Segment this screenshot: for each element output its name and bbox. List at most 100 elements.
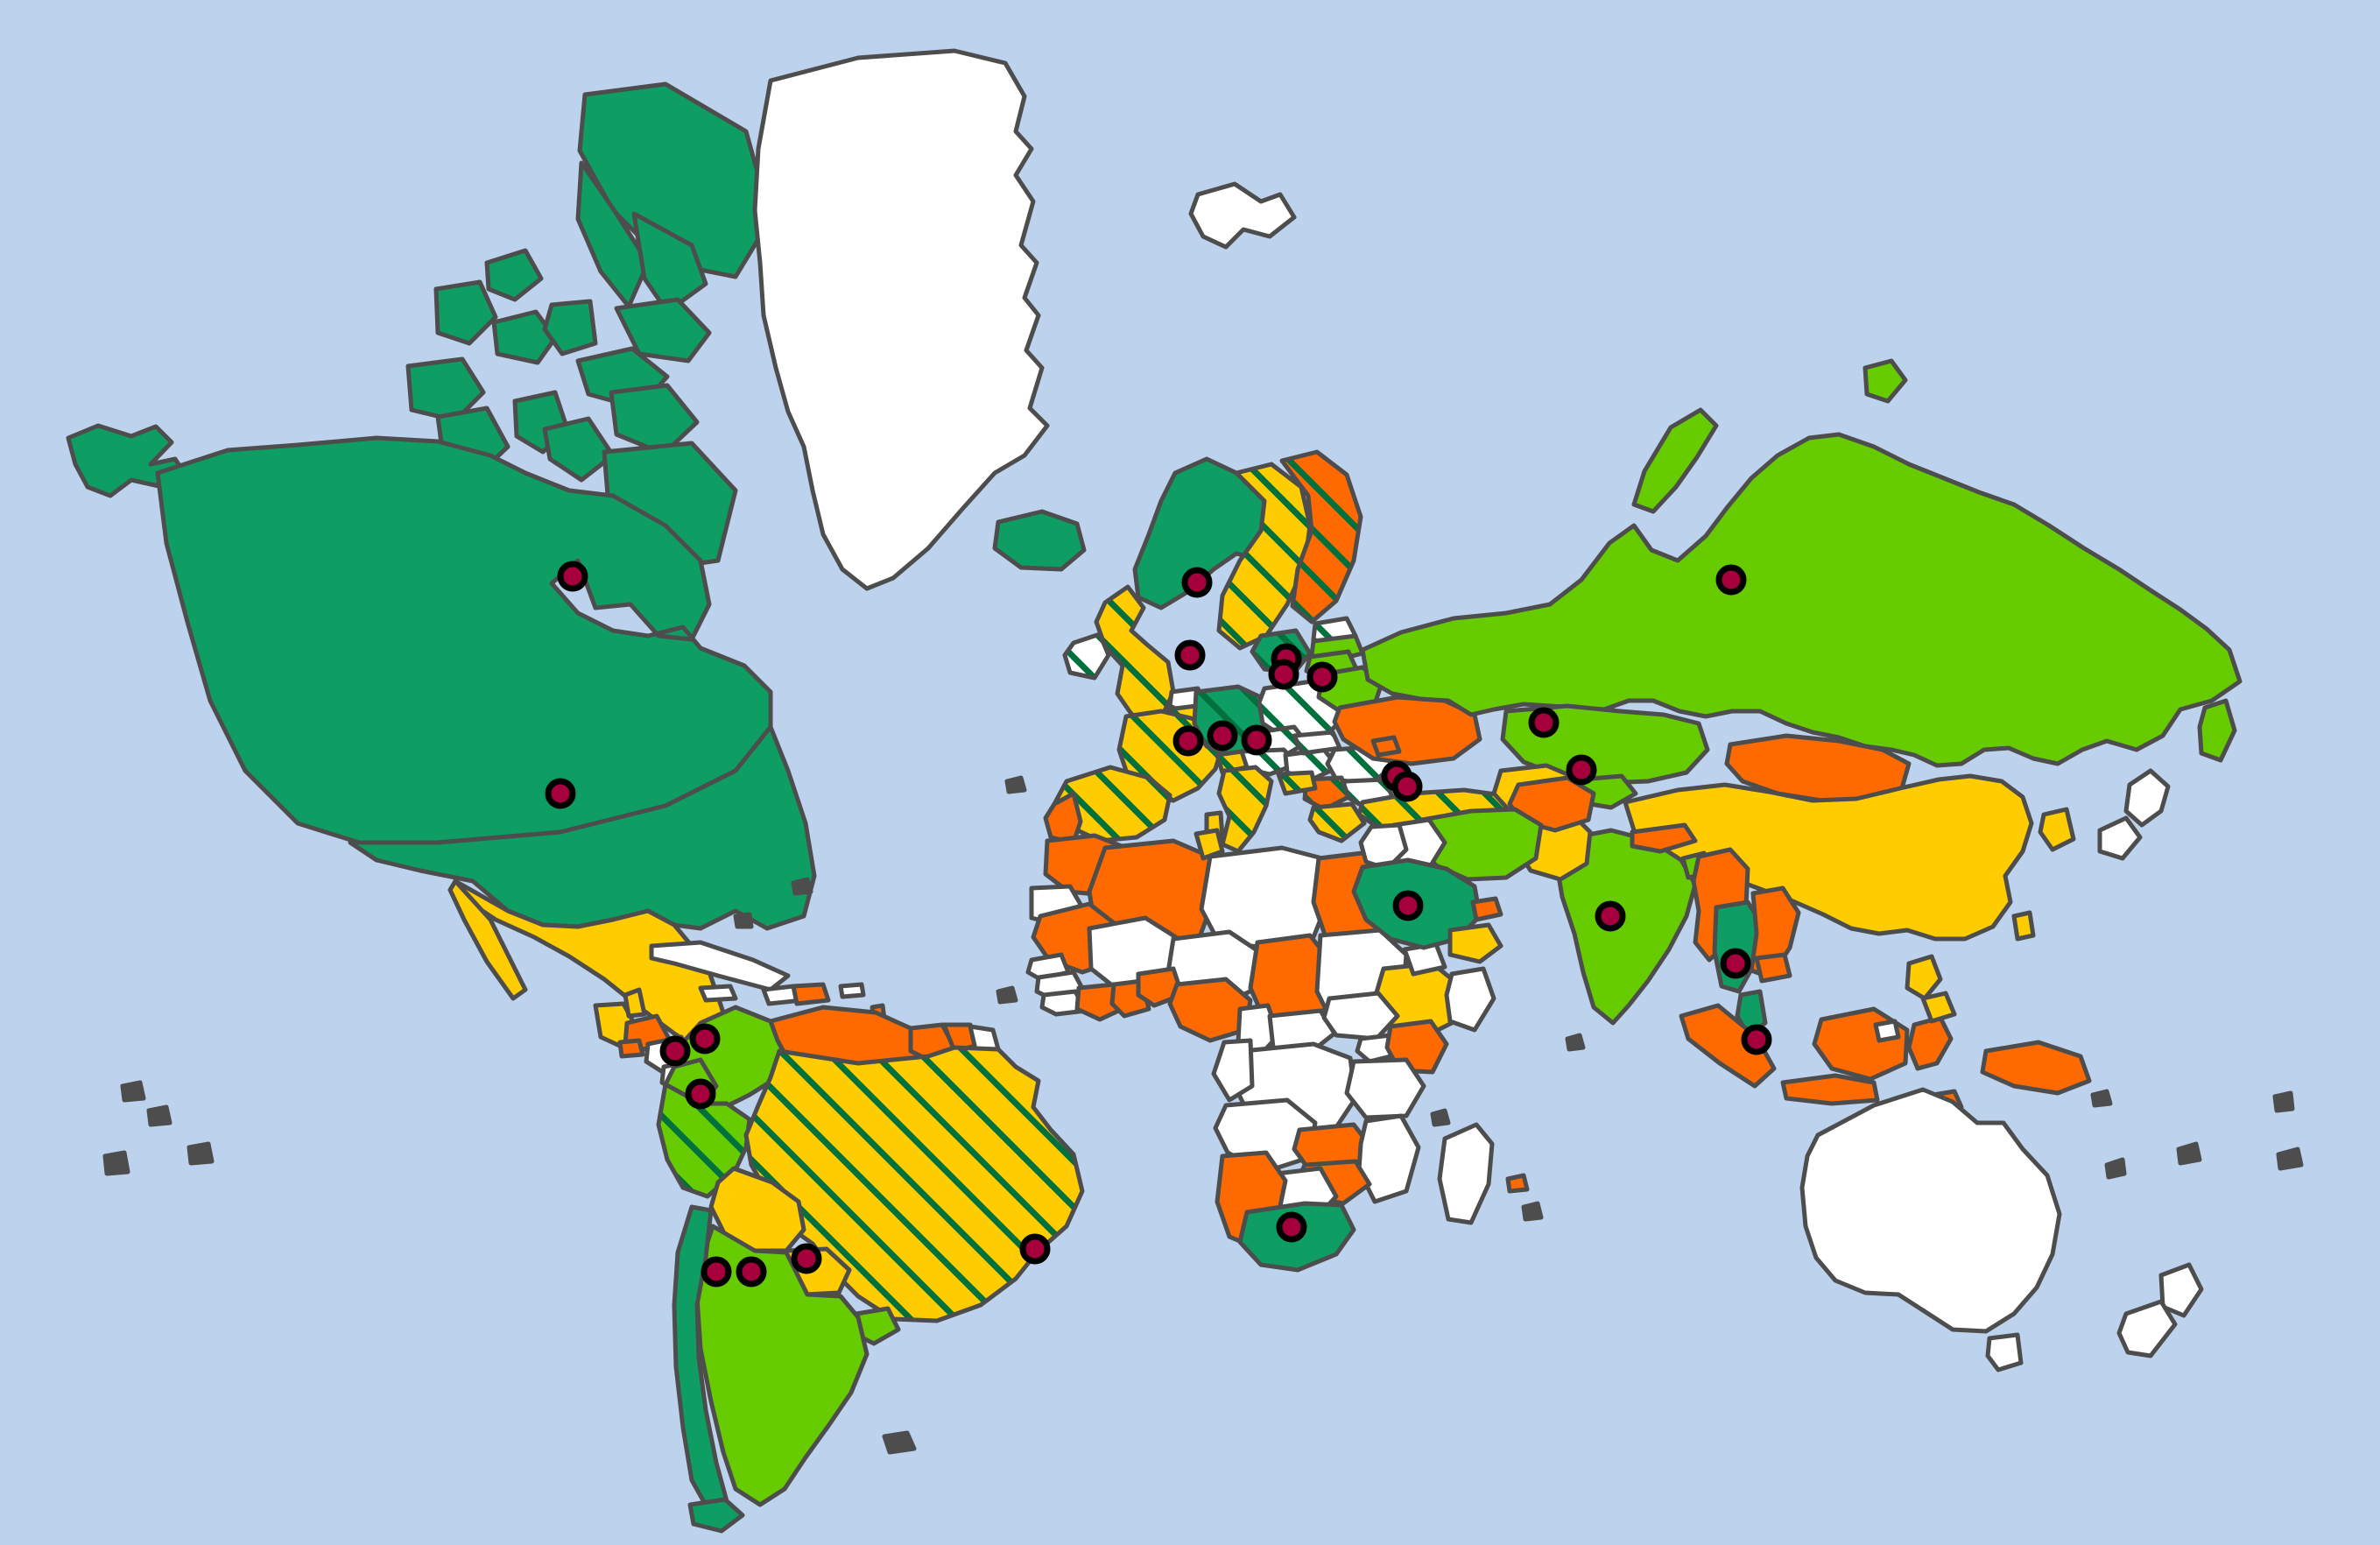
island-pacific-1[interactable] — [2093, 1091, 2110, 1105]
island-pacific-2[interactable] — [2107, 1160, 2124, 1177]
island-pacific-4[interactable] — [2278, 1149, 2301, 1168]
marker-brazil-south[interactable] — [791, 1243, 822, 1274]
marker-poland[interactable] — [1306, 661, 1338, 693]
island-arctic-14[interactable] — [611, 385, 697, 454]
country-philippines[interactable] — [1907, 956, 1940, 998]
marker-chile[interactable] — [701, 1256, 732, 1288]
island-falklands[interactable] — [884, 1433, 914, 1452]
island-arctic-3[interactable] — [634, 214, 706, 312]
island-sakhalin[interactable] — [2200, 701, 2235, 760]
island-arctic-13[interactable] — [545, 419, 613, 480]
marker-sweden[interactable] — [1268, 659, 1299, 690]
country-indonesia-sumatra[interactable] — [1681, 1005, 1774, 1086]
country-korea[interactable] — [2040, 809, 2074, 850]
island-arctic-4[interactable] — [616, 300, 709, 361]
country-greece[interactable] — [1310, 804, 1364, 841]
country-finland[interactable] — [1282, 452, 1361, 622]
country-sierra-leone-liberia[interactable] — [1042, 991, 1086, 1014]
island-mauritius[interactable] — [1508, 1175, 1527, 1191]
marker-united-states[interactable] — [545, 778, 576, 809]
country-australia[interactable] — [1802, 1090, 2060, 1331]
marker-thailand[interactable] — [1720, 948, 1751, 979]
country-brunei[interactable] — [1876, 1021, 1898, 1041]
country-papua-new-guinea[interactable] — [1982, 1042, 2089, 1093]
country-nigeria[interactable] — [1170, 979, 1250, 1041]
marker-austria[interactable] — [1241, 724, 1272, 756]
country-yemen-oman[interactable] — [1450, 925, 1501, 962]
island-arctic-6[interactable] — [436, 282, 496, 343]
island-cape-verde[interactable] — [998, 988, 1016, 1002]
country-moldova[interactable] — [1373, 737, 1399, 755]
country-somalia[interactable] — [1447, 969, 1494, 1030]
country-congo-gabon[interactable] — [1214, 1041, 1252, 1100]
country-puerto-rico[interactable] — [841, 984, 863, 997]
country-philippines-south[interactable] — [1923, 993, 1954, 1021]
island-arctic-1[interactable] — [580, 84, 771, 277]
marker-germany[interactable] — [1207, 720, 1238, 751]
marker-layer[interactable] — [545, 561, 1772, 1288]
island-arctic-8[interactable] — [545, 301, 595, 354]
marker-singapore[interactable] — [1741, 1024, 1772, 1055]
marker-kazakhstan[interactable] — [1528, 707, 1560, 738]
island-bahamas[interactable] — [736, 914, 751, 927]
country-italy[interactable] — [1219, 767, 1271, 851]
island-arctic-10[interactable] — [408, 359, 483, 420]
marker-russia[interactable] — [1715, 564, 1747, 596]
island-atlantic-4[interactable] — [189, 1144, 212, 1163]
marker-china-north[interactable] — [1566, 754, 1597, 786]
country-baja-california[interactable] — [450, 881, 525, 998]
marker-canada[interactable] — [557, 561, 588, 592]
country-tunisia[interactable] — [1196, 830, 1222, 858]
island-reunion[interactable] — [1524, 1203, 1541, 1219]
country-el-salvador[interactable] — [620, 1041, 643, 1056]
country-russia[interactable] — [1363, 434, 2240, 765]
marker-iceland[interactable] — [1019, 1233, 1051, 1265]
marker-united-kingdom[interactable] — [1174, 639, 1206, 671]
country-madagascar[interactable] — [1440, 1125, 1492, 1223]
country-ireland[interactable] — [1065, 634, 1109, 678]
island-severnaya-zemlya[interactable] — [1865, 361, 1905, 401]
country-greenland[interactable] — [755, 51, 1047, 589]
marker-norway[interactable] — [1181, 567, 1213, 598]
island-comoros[interactable] — [1433, 1111, 1448, 1125]
country-french-guiana[interactable] — [970, 1026, 998, 1049]
island-iceland[interactable] — [995, 511, 1084, 569]
marker-peru[interactable] — [685, 1078, 716, 1110]
country-central-african-republic[interactable] — [1270, 1011, 1334, 1053]
country-malawi-mozambique[interactable] — [1359, 1116, 1419, 1202]
country-cambodia[interactable] — [1757, 955, 1790, 981]
country-tanzania[interactable] — [1347, 1060, 1424, 1118]
island-azores[interactable] — [1007, 778, 1025, 792]
island-svalbard[interactable] — [1191, 184, 1294, 247]
marker-india[interactable] — [1595, 900, 1626, 932]
island-atlantic-3[interactable] — [105, 1153, 128, 1174]
marker-argentina[interactable] — [736, 1256, 767, 1288]
country-japan[interactable] — [2126, 771, 2168, 825]
island-atlantic-1[interactable] — [123, 1083, 144, 1100]
country-tierra-del-fuego[interactable] — [690, 1499, 743, 1531]
marker-france[interactable] — [1172, 725, 1204, 757]
country-new-zealand-south[interactable] — [2119, 1302, 2175, 1356]
marker-colombia[interactable] — [689, 1023, 721, 1055]
marker-ecuador[interactable] — [659, 1035, 691, 1067]
island-arctic-5[interactable] — [487, 250, 541, 300]
marker-turkey-east[interactable] — [1391, 771, 1423, 802]
island-atlantic-2[interactable] — [149, 1107, 170, 1125]
country-taiwan[interactable] — [2014, 913, 2033, 939]
country-dominican-republic[interactable] — [793, 984, 828, 1004]
country-tasmania[interactable] — [1988, 1335, 2021, 1370]
island-pacific-5[interactable] — [2275, 1093, 2292, 1111]
country-uae-qatar[interactable] — [1473, 899, 1501, 920]
country-japan-south[interactable] — [2100, 818, 2140, 858]
country-united-states[interactable] — [350, 727, 814, 928]
marker-south-africa[interactable] — [1276, 1211, 1307, 1243]
country-indonesia-java[interactable] — [1783, 1076, 1877, 1104]
country-croatia[interactable] — [1278, 772, 1315, 794]
island-novaya-zemlya[interactable] — [1634, 410, 1716, 511]
island-arctic-7[interactable] — [494, 312, 555, 363]
country-sweden[interactable] — [1219, 464, 1310, 648]
country-jamaica[interactable] — [701, 986, 736, 1000]
island-caribbean-small[interactable] — [793, 879, 811, 893]
island-maldives[interactable] — [1567, 1035, 1583, 1049]
